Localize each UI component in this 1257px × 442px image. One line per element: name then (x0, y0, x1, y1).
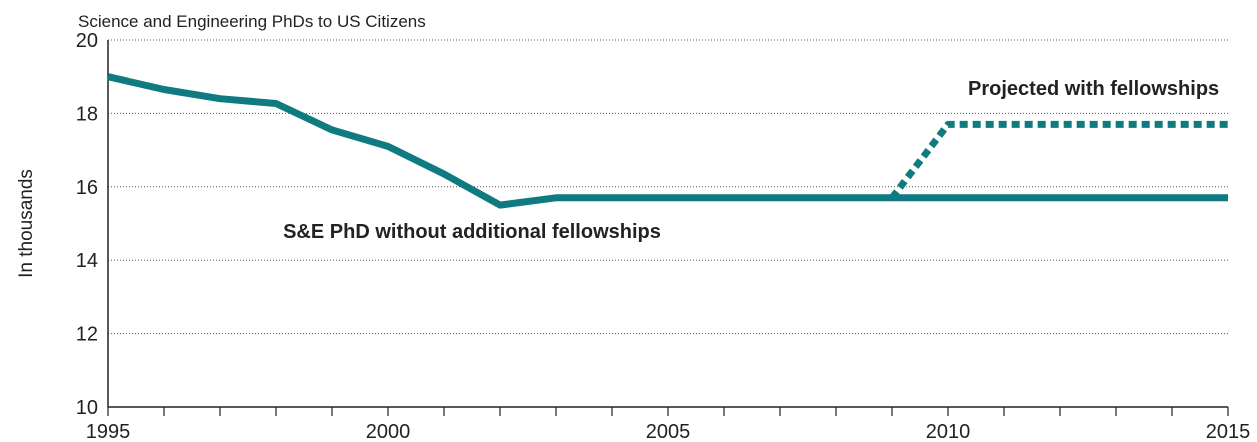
y-tick-label-12: 12 (76, 324, 98, 346)
series-line-without-fellowships (107, 73, 1228, 209)
series-group (107, 73, 1228, 209)
series-line-with-fellowships (889, 120, 1228, 200)
x-tick-label-1995: 1995 (86, 421, 131, 442)
x-tick-label-2000: 2000 (366, 421, 411, 442)
labels: 10 12 14 16 18 20 1995 2000 2005 2010 2015 Science … (16, 12, 1250, 442)
y-tick-label-14: 14 (76, 250, 98, 272)
y-tick-label-18: 18 (76, 103, 98, 125)
y-tick-label-20: 20 (76, 30, 98, 52)
axes (107, 40, 1229, 416)
y-axis-label: In thousands (16, 169, 37, 278)
chart-title: Science and Engineering PhDs to US Citiz… (78, 12, 426, 31)
y-tick-label-16: 16 (76, 177, 98, 199)
x-tick-label-2010: 2010 (926, 421, 971, 442)
annotation-projected: Projected with fellowships (968, 78, 1219, 100)
x-tick-label-2005: 2005 (646, 421, 691, 442)
x-tick-label-2015: 2015 (1206, 421, 1251, 442)
y-tick-label-10: 10 (76, 397, 98, 419)
annotation-without-fellowships: S&E PhD without additional fellowships (283, 221, 661, 243)
